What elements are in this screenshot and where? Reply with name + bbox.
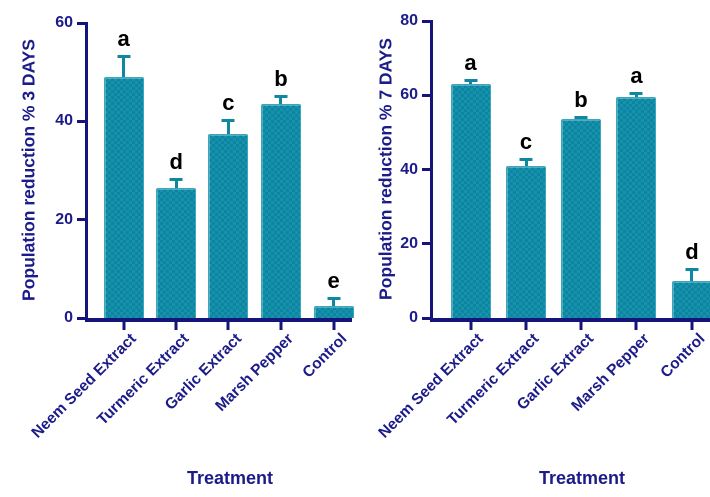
- y-tick: [76, 316, 85, 320]
- error-bar-cap: [629, 91, 643, 95]
- significance-letter: c: [222, 89, 235, 115]
- error-bar-stem: [226, 118, 230, 134]
- y-tick-label: 20: [55, 210, 73, 228]
- error-bar-cap: [519, 157, 533, 161]
- y-tick: [421, 19, 430, 23]
- error-bar-stem: [332, 296, 336, 306]
- significance-letter: d: [685, 238, 699, 264]
- y-tick: [76, 218, 85, 222]
- category-label-turmeric-extract: Turmeric Extract: [94, 330, 193, 429]
- y-tick-label: 0: [409, 309, 418, 326]
- x-tick: [579, 321, 583, 330]
- x-axis-line: [429, 318, 710, 322]
- bar-control: [313, 305, 354, 318]
- y-axis-title-3-days: Population reduction % 3 DAYS: [18, 39, 39, 301]
- y-axis-line: [84, 22, 88, 322]
- x-tick: [690, 321, 694, 330]
- plot-area-7-days: 0 20 40 60 80 a Neem Seed Extract c Turmeric Ext…: [376, 13, 710, 442]
- error-bar-stem: [279, 95, 283, 105]
- y-tick-label: 0: [64, 309, 73, 326]
- y-tick-label: 20: [400, 234, 418, 252]
- chart-panel-3-days: Population reduction % 3 DAYS 0 20 40 60 a Ne…: [18, 15, 354, 488]
- significance-letter: d: [169, 148, 183, 174]
- bar-neem-seed-extract: [450, 84, 491, 318]
- y-tick-label: 40: [400, 160, 418, 178]
- y-tick: [421, 93, 430, 97]
- bar-turmeric-extract: [156, 187, 197, 318]
- y-tick: [76, 21, 85, 25]
- x-tick: [469, 321, 473, 330]
- significance-letter: b: [574, 86, 588, 112]
- y-tick: [76, 119, 85, 123]
- x-axis-line: [84, 318, 352, 322]
- error-bar-stem: [174, 177, 178, 188]
- error-bar-garlic-extract: [221, 118, 235, 134]
- x-tick: [122, 321, 126, 330]
- error-bar-garlic-extract: [574, 115, 588, 120]
- significance-letter: a: [464, 49, 477, 75]
- error-bar-cap: [464, 78, 478, 82]
- y-tick-label: 80: [400, 12, 418, 29]
- error-bar-turmeric-extract: [169, 177, 183, 188]
- error-bar-cap: [221, 118, 235, 122]
- y-tick-label: 60: [55, 14, 73, 31]
- error-bar-stem: [690, 267, 694, 281]
- error-bar-cap: [685, 267, 699, 271]
- y-axis-title-7-days: Population reduction % 7 DAYS: [375, 38, 396, 300]
- bar-marsh-pepper: [260, 104, 301, 318]
- error-bar-turmeric-extract: [519, 157, 533, 166]
- significance-letter: c: [519, 128, 533, 154]
- error-bar-stem: [524, 157, 528, 166]
- x-tick: [332, 321, 336, 330]
- error-bar-cap: [117, 54, 131, 58]
- bar-turmeric-extract: [506, 165, 547, 318]
- y-tick: [421, 242, 430, 246]
- x-tick: [634, 321, 638, 330]
- error-bar-marsh-pepper: [274, 95, 288, 105]
- y-axis-line: [429, 20, 433, 322]
- y-tick-label: 40: [55, 112, 73, 130]
- error-bar-neem-seed-extract: [117, 54, 131, 78]
- error-bar-cap: [574, 115, 588, 119]
- x-axis-title: Treatment: [186, 468, 274, 488]
- significance-letter: a: [630, 62, 643, 88]
- x-tick: [279, 321, 283, 330]
- plot-area-3-days: 0 20 40 60 a Neem Seed Extract d Turmeric Extra…: [29, 15, 354, 442]
- x-axis-title: Treatment: [538, 468, 626, 488]
- category-label-control: Control: [298, 330, 350, 382]
- error-bar-control: [327, 296, 341, 306]
- error-bar-stem: [122, 54, 126, 78]
- error-bar-cap: [327, 296, 341, 300]
- category-label-neem-seed-extract: Neem Seed Extract: [375, 330, 487, 442]
- bar-control: [671, 280, 710, 318]
- chart-panel-7-days: Population reduction % 7 DAYS 0 20 40 60 80 a…: [355, 0, 710, 497]
- significance-letter: b: [274, 66, 288, 92]
- bar-neem-seed-extract: [103, 77, 144, 318]
- y-tick: [421, 168, 430, 171]
- bar-garlic-extract: [208, 133, 249, 318]
- bar-marsh-pepper: [616, 97, 657, 318]
- x-tick: [174, 321, 178, 330]
- error-bar-marsh-pepper: [629, 91, 643, 98]
- x-tick: [524, 321, 528, 330]
- category-label-control: Control: [657, 330, 709, 382]
- significance-letter: e: [327, 267, 340, 293]
- x-tick: [226, 321, 230, 330]
- bar-garlic-extract: [560, 119, 601, 318]
- error-bar-cap: [169, 177, 183, 181]
- y-tick: [421, 316, 430, 320]
- error-bar-cap: [274, 95, 288, 99]
- significance-letter: a: [117, 25, 130, 51]
- error-bar-neem-seed-extract: [464, 78, 478, 85]
- error-bar-control: [685, 267, 699, 281]
- y-tick-label: 60: [400, 86, 418, 104]
